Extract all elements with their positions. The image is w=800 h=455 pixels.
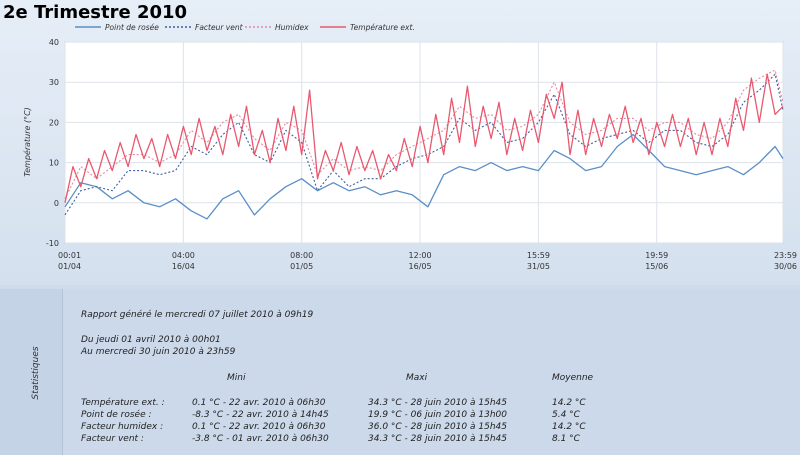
statistics-label: Statistiques (31, 346, 41, 400)
x-tick-date-label: 15/06 (645, 262, 668, 271)
x-tick-date-label: 31/05 (527, 262, 550, 271)
x-tick-time-label: 15:59 (527, 251, 550, 260)
legend-label-1: Facteur vent (195, 23, 244, 32)
y-tick-label: 10 (49, 159, 59, 168)
x-tick-date-label: 01/04 (58, 262, 81, 271)
x-tick-date-label: 16/05 (409, 262, 432, 271)
stat-label-temperature: Température ext. : (81, 398, 165, 408)
stat-mini-temperature: 0.1 °C - 22 avr. 2010 à 06h30 (192, 398, 326, 408)
stat-moyenne-dew-point: 5.4 °C (552, 410, 580, 420)
stat-moyenne-temperature: 14.2 °C (552, 398, 586, 408)
x-tick-date-label: 30/06 (774, 262, 797, 271)
stat-mini-wind-chill: -3.8 °C - 01 avr. 2010 à 06h30 (192, 434, 329, 444)
column-header-moyenne: Moyenne (552, 373, 594, 383)
y-tick-label: 20 (49, 118, 59, 127)
temperature-chart: -10 0 10 20 30 40 00:01 01/04 04:00 16/04 08:00 01… (22, 23, 797, 271)
x-tick-date-label: 01/05 (290, 262, 313, 271)
legend-label-3: Température ext. (350, 23, 415, 32)
legend-label-0: Point de rosée (105, 23, 159, 32)
series-line-3 (64, 73, 784, 203)
column-header-mini: Mini (227, 373, 246, 383)
x-tick-date-label: 16/04 (172, 262, 195, 271)
statistics-side-bar: Statistiques (0, 289, 63, 455)
y-tick-label: -10 (46, 239, 59, 248)
stat-label-wind-chill: Facteur vent : (81, 434, 144, 444)
y-tick-label: 40 (49, 38, 59, 47)
y-tick-label: 30 (49, 78, 59, 87)
stat-maxi-temperature: 34.3 °C - 28 juin 2010 à 15h45 (368, 398, 507, 408)
legend-label-2: Humidex (275, 23, 309, 32)
x-tick-time-label: 08:00 (290, 251, 313, 260)
stat-label-humidex: Facteur humidex : (81, 422, 164, 432)
series-line-0 (64, 133, 784, 220)
series-line-2 (64, 69, 784, 200)
stat-maxi-dew-point: 19.9 °C - 06 juin 2010 à 13h00 (368, 410, 507, 420)
x-tick-time-label: 04:00 (172, 251, 195, 260)
stat-label-dew-point: Point de rosée : (81, 410, 152, 420)
stat-maxi-humidex: 36.0 °C - 28 juin 2010 à 15h45 (368, 422, 507, 432)
stat-moyenne-wind-chill: 8.1 °C (552, 434, 580, 444)
report-line: Rapport généré le mercredi 07 juillet 20… (81, 310, 314, 320)
stat-moyenne-humidex: 14.2 °C (552, 422, 586, 432)
x-tick-time-label: 23:59 (774, 251, 797, 260)
stat-mini-humidex: 0.1 °C - 22 avr. 2010 à 06h30 (192, 422, 326, 432)
x-tick-time-label: 19:59 (645, 251, 668, 260)
column-header-maxi: Maxi (406, 373, 428, 383)
chart-panel: 2e Trimestre 2010 -10 0 10 20 30 40 00:01 01/0… (0, 0, 800, 285)
x-tick-time-label: 12:00 (409, 251, 432, 260)
stat-mini-dew-point: -8.3 °C - 22 avr. 2010 à 14h45 (192, 410, 329, 420)
page-title: 2e Trimestre 2010 (3, 2, 188, 23)
statistics-panel: Statistiques Rapport généré le mercredi … (0, 289, 800, 455)
x-tick-time-label: 00:01 (58, 251, 81, 260)
period-from: Du jeudi 01 avril 2010 à 00h01 (81, 335, 221, 345)
period-to: Au mercredi 30 juin 2010 à 23h59 (81, 347, 236, 357)
series-line-1 (64, 73, 784, 216)
stat-maxi-wind-chill: 34.3 °C - 28 juin 2010 à 15h45 (368, 434, 507, 444)
y-tick-label: 0 (54, 199, 59, 208)
y-axis-label: Température (°C) (22, 107, 32, 177)
